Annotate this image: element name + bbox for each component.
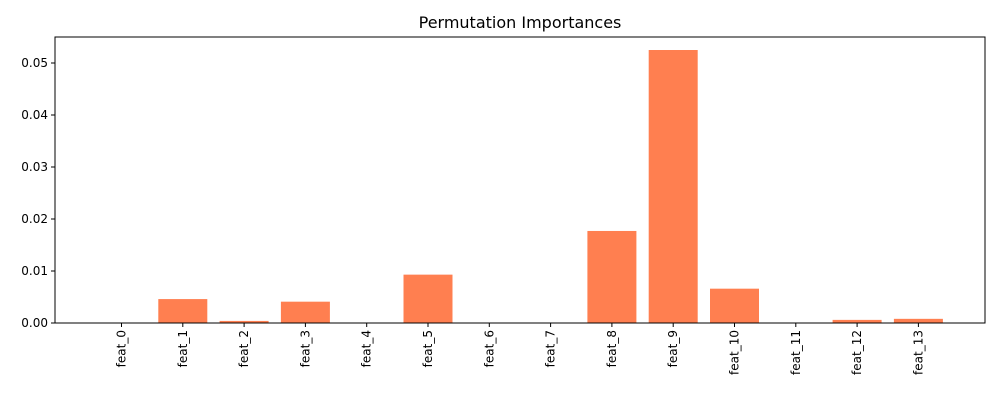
y-axis: 0.00 0.01 0.02 0.03 0.04 0.05: [21, 56, 55, 330]
bar-feat-12: [832, 319, 882, 323]
x-tick-label: feat_10: [728, 330, 742, 375]
x-tick-label: feat_7: [544, 330, 558, 367]
x-tick-label: feat_0: [115, 330, 129, 367]
bar-feat-9: [648, 50, 698, 323]
y-tick-label: 0.03: [21, 160, 48, 174]
x-tick-label: feat_2: [237, 330, 251, 367]
x-tick-label: feat_11: [789, 330, 803, 375]
bar-feat-10: [710, 288, 759, 323]
y-tick-label: 0.01: [21, 264, 48, 278]
x-tick-label: feat_4: [360, 330, 374, 367]
x-tick-label: feat_9: [666, 330, 680, 367]
bar-feat-5: [403, 274, 453, 323]
x-tick-label: feat_12: [850, 330, 864, 375]
bar-feat-8: [587, 230, 637, 323]
y-tick-label: 0.00: [21, 316, 48, 330]
bars-group: [158, 50, 943, 323]
x-tick-label: feat_3: [298, 330, 312, 367]
bar-feat-13: [893, 318, 943, 323]
x-tick-label: feat_6: [482, 330, 496, 367]
bar-feat-1: [158, 299, 208, 323]
x-tick-label: feat_1: [176, 330, 190, 367]
y-tick-label: 0.02: [21, 212, 48, 226]
x-tick-label: feat_13: [911, 330, 925, 375]
x-tick-label: feat_5: [421, 330, 435, 367]
chart-title: Permutation Importances: [419, 13, 622, 32]
y-tick-label: 0.05: [21, 56, 48, 70]
bar-feat-2: [219, 320, 269, 323]
x-tick-label: feat_8: [605, 330, 619, 367]
bar-feat-3: [280, 301, 330, 323]
plot-frame: [54, 36, 986, 324]
y-tick-label: 0.04: [21, 108, 48, 122]
x-axis: feat_0 feat_1 feat_2 feat_3 feat_4 feat_5 feat…: [115, 323, 925, 375]
